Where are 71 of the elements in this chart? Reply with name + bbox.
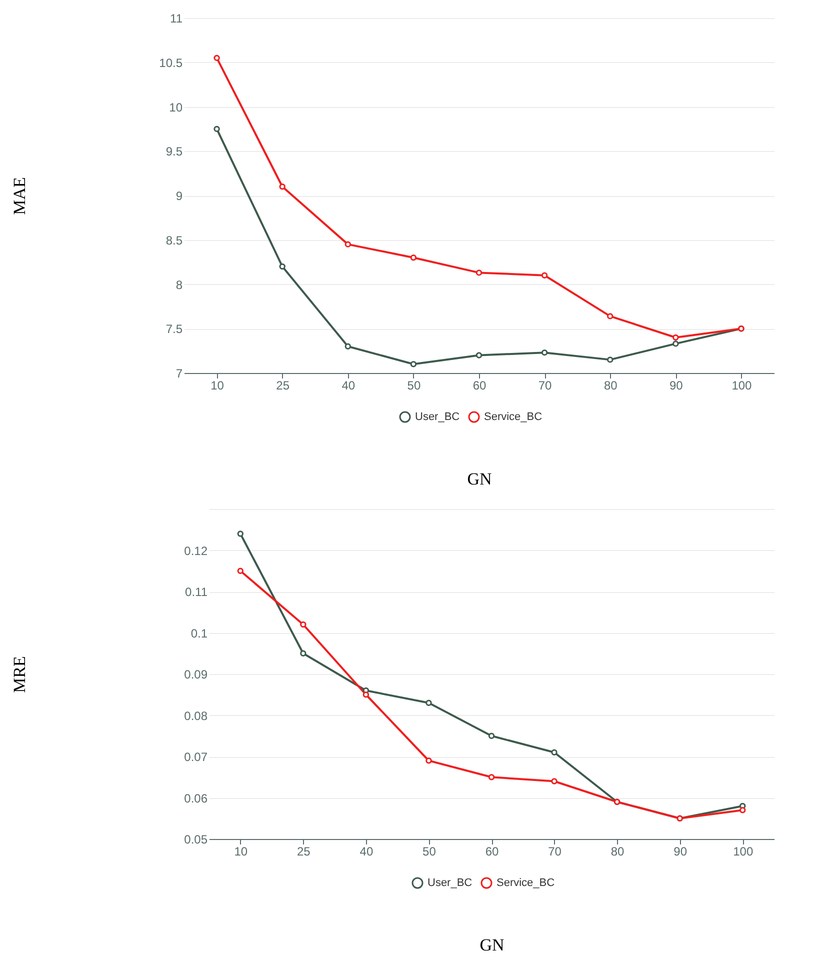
legend-label: User_BC	[428, 877, 472, 889]
y-tick-label: 0.08	[184, 708, 208, 723]
y-tick-label: 0.11	[185, 585, 208, 599]
point	[476, 270, 482, 276]
point	[410, 254, 417, 261]
point	[488, 774, 495, 780]
point	[488, 732, 495, 739]
point	[237, 568, 244, 574]
point	[214, 126, 220, 132]
y-tick-label: 11	[170, 12, 183, 26]
y-tick-label: 0.12	[184, 544, 208, 558]
point	[344, 241, 351, 248]
x-tick-label: 70	[538, 378, 552, 392]
x-axis-title: GN	[467, 470, 492, 488]
point	[551, 749, 558, 756]
point	[237, 530, 244, 537]
point	[410, 361, 417, 368]
x-tick-label: 70	[548, 844, 562, 858]
y-tick-label: 0.05	[184, 832, 208, 846]
point	[279, 184, 286, 190]
x-tick-label: 60	[472, 378, 486, 392]
y-tick-label: 0.1	[190, 626, 208, 640]
x-tick-label: 90	[674, 844, 688, 858]
point	[279, 263, 286, 270]
x-tick-label: 25	[276, 378, 290, 392]
x-tick-label: 100	[732, 378, 752, 392]
point	[362, 692, 370, 698]
y-tick-label: 9.5	[166, 144, 183, 159]
y-tick-label: 8	[176, 278, 183, 292]
point	[214, 54, 220, 62]
y-tick-label: 9	[176, 189, 183, 203]
y-tick-label: 0.09	[184, 668, 208, 682]
x-tick-label: 40	[342, 378, 356, 392]
legend-label: Service_BC	[484, 411, 542, 423]
y-tick-label: 7.5	[166, 322, 183, 336]
point	[426, 700, 432, 706]
x-tick-label: 100	[733, 844, 754, 858]
x-tick-label: 80	[604, 378, 618, 392]
point	[541, 272, 548, 278]
x-tick-label: 10	[234, 844, 248, 858]
x-tick-label: 90	[669, 378, 684, 392]
x-tick-label: 60	[485, 844, 499, 858]
point	[541, 349, 548, 356]
point	[476, 352, 482, 358]
y-axis-title: MRE	[10, 656, 30, 693]
x-tick-label: 10	[210, 378, 224, 392]
point	[426, 758, 432, 764]
point	[607, 356, 614, 363]
y-tick-label: 0.06	[184, 791, 208, 806]
x-axis-title: GN	[480, 936, 504, 954]
x-tick-label: 40	[360, 844, 374, 858]
point	[672, 334, 679, 341]
point	[607, 313, 614, 320]
y-tick-label: 10	[169, 100, 183, 114]
point	[300, 621, 306, 628]
y-tick-label: 8.5	[166, 233, 183, 248]
legend-label: User_BC	[415, 411, 460, 423]
x-tick-label: 80	[610, 844, 625, 858]
point	[740, 807, 746, 814]
point	[672, 340, 679, 347]
legend-label: Service_BC	[496, 877, 555, 889]
x-tick-label: 50	[422, 844, 436, 858]
y-tick-label: 10.5	[159, 56, 183, 70]
y-axis-title: MAE	[10, 177, 30, 215]
x-tick-label: 25	[296, 844, 311, 858]
point	[300, 650, 306, 656]
y-tick-label: 7	[176, 366, 183, 380]
y-tick-label: 0.07	[184, 750, 208, 764]
x-tick-label: 50	[407, 378, 421, 392]
point	[551, 778, 558, 784]
point	[344, 343, 351, 350]
